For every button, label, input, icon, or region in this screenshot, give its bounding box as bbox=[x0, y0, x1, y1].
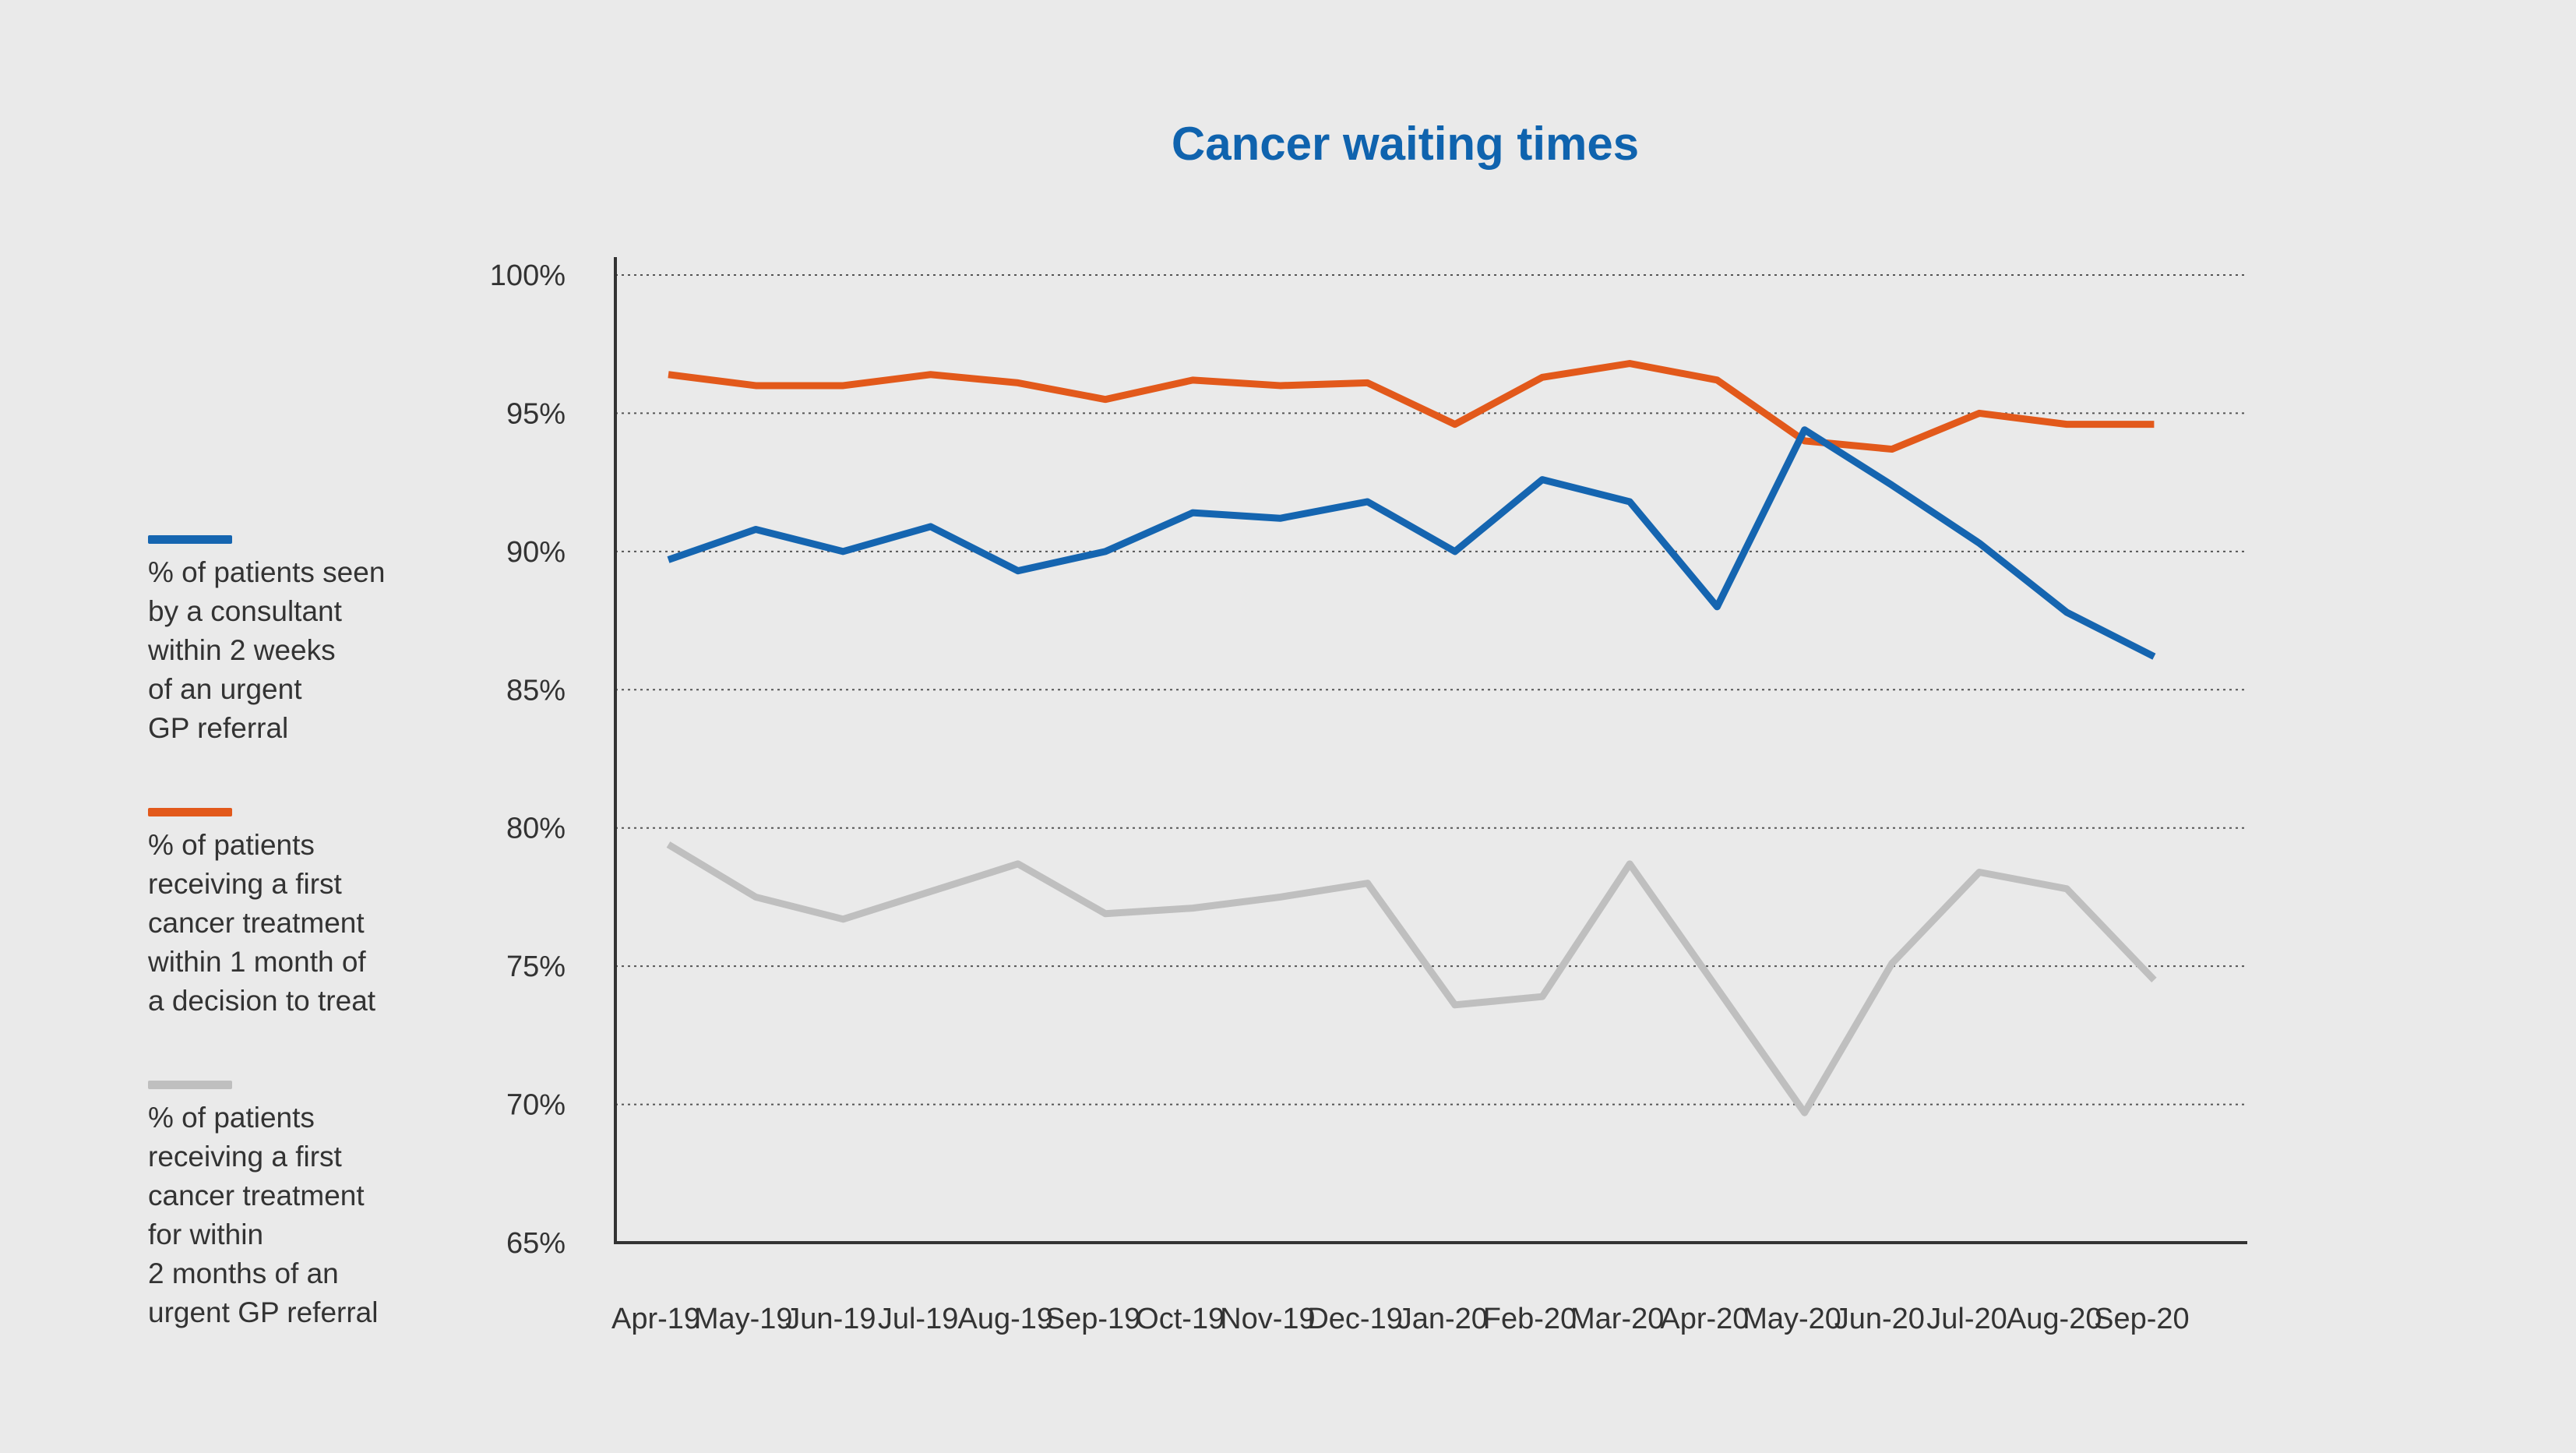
legend-swatch-grey bbox=[148, 1081, 232, 1089]
legend-item-treatment-2-months: % of patients receiving a first cancer t… bbox=[148, 1081, 378, 1332]
x-tick-label: Jan-20 bbox=[1397, 1303, 1488, 1335]
x-tick-label: Sep-19 bbox=[1045, 1303, 1141, 1335]
y-tick-label: 65% bbox=[506, 1227, 566, 1260]
series-lines bbox=[666, 360, 2157, 1116]
x-tick-label: Apr-20 bbox=[1660, 1303, 1749, 1335]
series-line-consultant-2-weeks bbox=[667, 426, 2156, 660]
x-tick-label: Jun-19 bbox=[785, 1303, 876, 1335]
y-tick-label: 75% bbox=[506, 950, 566, 983]
x-tick-label: May-20 bbox=[1743, 1303, 1841, 1335]
chart-title: Cancer waiting times bbox=[1172, 118, 1639, 170]
x-tick-label: Aug-19 bbox=[958, 1303, 1054, 1335]
y-tick-label: 100% bbox=[490, 259, 566, 292]
legend-item-consultant-2-weeks: % of patients seen by a consultant withi… bbox=[148, 535, 385, 748]
gridlines bbox=[615, 274, 2247, 1106]
x-tick-label: Oct-19 bbox=[1136, 1303, 1225, 1335]
y-axis-ticks: 100% 95% 90% 85% 80% 75% 70% 65% bbox=[490, 259, 566, 1260]
y-tick-label: 70% bbox=[506, 1089, 566, 1122]
y-tick-label: 80% bbox=[506, 813, 566, 845]
y-tick-label: 95% bbox=[506, 397, 566, 430]
x-tick-label: Dec-19 bbox=[1307, 1303, 1403, 1335]
x-tick-label: May-19 bbox=[694, 1303, 793, 1335]
x-tick-label: Sep-20 bbox=[2094, 1303, 2190, 1335]
legend-swatch-blue bbox=[148, 535, 232, 544]
y-tick-label: 85% bbox=[506, 674, 566, 707]
x-tick-label: Nov-19 bbox=[1220, 1303, 1316, 1335]
legend-item-treatment-1-month: % of patients receiving a first cancer t… bbox=[148, 808, 375, 1021]
legend-label: % of patients receiving a first cancer t… bbox=[148, 1102, 379, 1328]
x-tick-label: Mar-20 bbox=[1570, 1303, 1664, 1335]
x-tick-label: Jun-20 bbox=[1834, 1303, 1925, 1335]
legend-swatch-orange bbox=[148, 808, 232, 816]
series-line-treatment-2-months bbox=[666, 841, 2157, 1116]
x-tick-label: Apr-19 bbox=[611, 1303, 700, 1335]
x-tick-label: Jul-19 bbox=[878, 1303, 959, 1335]
legend-label: % of patients receiving a first cancer t… bbox=[148, 829, 376, 1017]
x-tick-label: Jul-20 bbox=[1926, 1303, 2007, 1335]
legend-label: % of patients seen by a consultant withi… bbox=[148, 556, 386, 744]
series-line-treatment-1-month bbox=[668, 360, 2155, 453]
x-tick-label: Feb-20 bbox=[1483, 1303, 1577, 1335]
y-tick-label: 90% bbox=[506, 536, 566, 569]
x-tick-label: Aug-20 bbox=[2007, 1303, 2102, 1335]
